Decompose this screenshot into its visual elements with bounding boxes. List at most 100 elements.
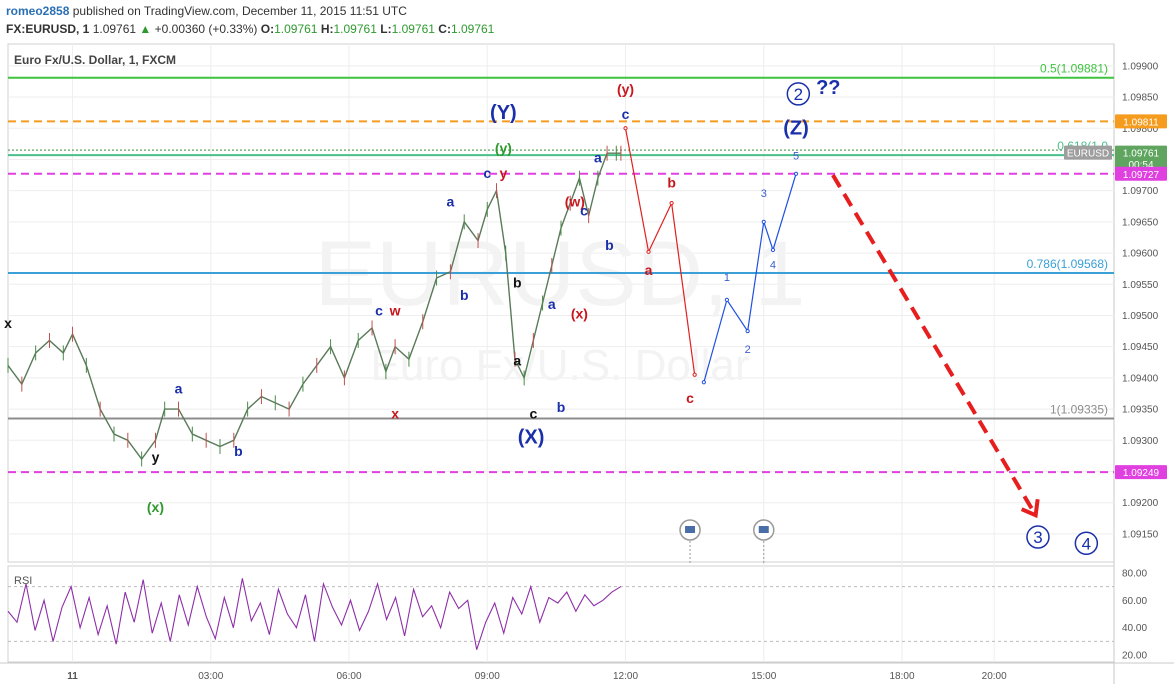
wave-label: 5: [793, 150, 799, 162]
time-tick-label: 15:00: [751, 671, 776, 682]
wave-label: y: [499, 165, 507, 181]
price-tick-label: 1.09850: [1122, 93, 1159, 104]
wave-label: 4: [770, 260, 776, 272]
wave-label: b: [513, 274, 522, 290]
rsi-pane[interactable]: [7, 565, 1115, 663]
price-badge[interactable]: [1115, 145, 1167, 160]
wave-label: c: [529, 405, 537, 421]
last-price: 1.09761: [92, 22, 137, 36]
red-projection-point[interactable]: [692, 372, 697, 377]
watermark-description: Euro Fx/U.S. Dollar: [371, 341, 750, 390]
time-tick-label: 03:00: [198, 671, 223, 682]
ohlc-line: FX:EURUSD, 1 1.09761 ▲ +0.00360 (+0.33%)…: [6, 22, 494, 36]
blue-projection-path[interactable]: [703, 173, 797, 383]
blue-projection-point[interactable]: [745, 328, 750, 334]
price-badge[interactable]: [1115, 465, 1167, 480]
chart-header: romeo2858 published on TradingView.com, …: [0, 0, 1174, 40]
wave-label: b: [667, 175, 676, 191]
price-badge[interactable]: [1064, 145, 1112, 160]
wave-label: c: [375, 302, 383, 318]
wave-circle: [786, 82, 811, 106]
publish-info: published on TradingView.com, December 1…: [72, 4, 407, 18]
level-label: 0.786(1.09568): [1027, 257, 1108, 271]
price-tick-label: 1.09300: [1122, 436, 1159, 447]
wave-label: a: [447, 193, 455, 209]
price-tick-label: 1.09650: [1122, 217, 1159, 228]
price-tick-label: 1.09500: [1122, 311, 1159, 322]
wave-label: (Z): [783, 117, 809, 139]
wave-circle: [1074, 531, 1099, 556]
red-projection-path[interactable]: [624, 128, 696, 375]
wave-label: (y): [495, 140, 512, 156]
wave-circle-label: 4: [1082, 534, 1091, 553]
high-label: H:: [320, 22, 334, 36]
wave-circle-label: 2: [794, 85, 803, 104]
price-badge-label: 1.09761: [1123, 149, 1160, 160]
wave-label: b: [557, 399, 566, 415]
wave-label: a: [594, 150, 602, 166]
time-tick-label: 06:00: [337, 671, 362, 682]
price-tick-label: 1.09350: [1122, 405, 1159, 416]
wave-label: a: [175, 380, 183, 396]
price-badge[interactable]: [1115, 166, 1167, 181]
price-tick-label: 1.09700: [1122, 186, 1159, 197]
price-series-line[interactable]: [7, 152, 621, 461]
blue-projection-point[interactable]: [724, 297, 730, 302]
price-badge-label: 1.09811: [1123, 117, 1159, 128]
price-tick-label: 1.09450: [1122, 342, 1159, 353]
close-value: 1.09761: [450, 22, 495, 36]
time-tick-label: 20:00: [982, 671, 1007, 682]
rsi-tick-label: 20.00: [1122, 651, 1147, 662]
wave-label: (x): [147, 499, 164, 515]
wave-label: (w): [565, 193, 585, 209]
blue-projection-point[interactable]: [770, 247, 776, 253]
red-projection-point[interactable]: [623, 126, 628, 131]
rsi-tick-label: 40.00: [1122, 623, 1147, 634]
up-arrow-icon: ▲: [139, 22, 152, 36]
rsi-line[interactable]: [7, 578, 622, 650]
wave-circle: [1026, 525, 1050, 549]
price-badge-label: EURUSD: [1067, 149, 1109, 160]
price-tick-label: 1.09600: [1122, 249, 1159, 260]
wave-label: b: [605, 237, 614, 253]
time-tick-label: 12:00: [613, 671, 638, 682]
low-value: 1.09761: [391, 22, 435, 36]
red-projection-point[interactable]: [669, 201, 674, 206]
blue-projection-point[interactable]: [793, 171, 799, 176]
price-tick-label: 1.09200: [1122, 498, 1159, 509]
wave-label: 2: [745, 344, 751, 356]
rsi-label: RSI: [14, 575, 32, 587]
price-tick-label: 1.09800: [1122, 124, 1159, 135]
price-badge-label: 00:54: [1128, 160, 1153, 171]
wave-label: (X): [518, 426, 545, 448]
wave-label: x: [4, 315, 12, 331]
level-label: 1(1.09335): [1050, 402, 1108, 416]
blue-projection-point[interactable]: [701, 380, 706, 385]
wave-label: 3: [761, 188, 767, 200]
price-badge[interactable]: [1115, 114, 1167, 129]
price-change: +0.00360 (+0.33%): [154, 22, 258, 36]
open-label: O:: [260, 22, 275, 36]
red-projection-point[interactable]: [646, 249, 651, 254]
close-label: C:: [438, 22, 451, 36]
wave-label: (y): [617, 81, 634, 97]
wave-label: c: [580, 203, 588, 219]
price-pane[interactable]: [7, 43, 1115, 563]
blue-projection-point[interactable]: [761, 219, 766, 224]
high-value: 1.09761: [333, 22, 377, 36]
forecast-arrow-head: [1020, 498, 1040, 519]
price-badge-label: 1.09249: [1123, 468, 1160, 479]
time-tick-label: 11: [67, 671, 78, 682]
flag-fill: [685, 526, 696, 533]
flag-fill: [758, 526, 769, 533]
wave-label: ??: [816, 77, 840, 99]
price-tick-label: 1.09550: [1122, 280, 1159, 291]
open-value: 1.09761: [274, 22, 318, 36]
wave-label: a: [645, 262, 653, 278]
wave-label: w: [389, 302, 401, 318]
time-tick-label: 09:00: [475, 671, 500, 682]
wave-circle-label: 3: [1033, 528, 1042, 547]
author-link[interactable]: romeo2858: [6, 4, 70, 18]
wave-label: b: [460, 287, 469, 303]
